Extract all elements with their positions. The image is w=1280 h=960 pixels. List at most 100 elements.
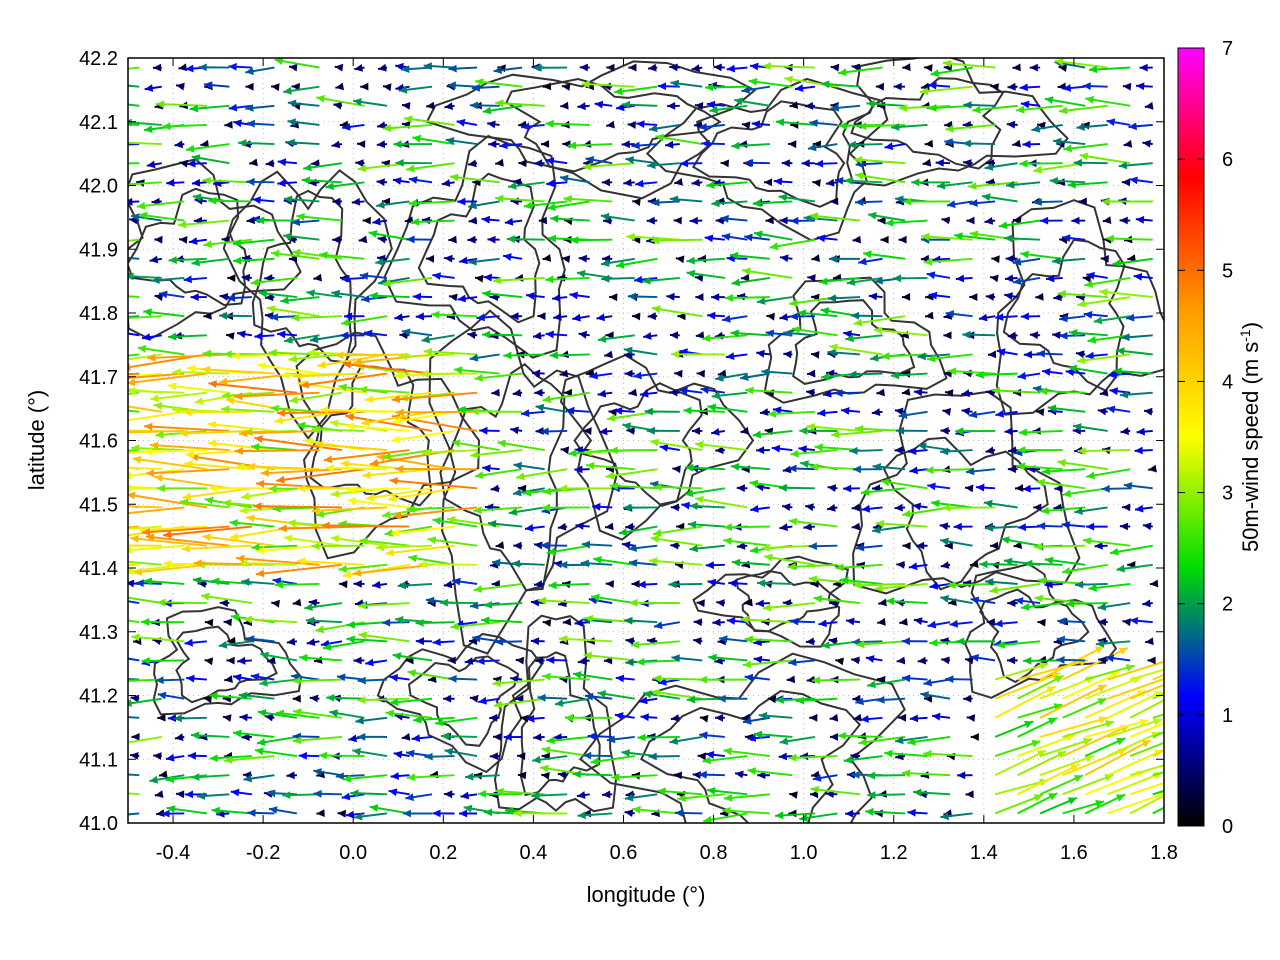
wind-vector-head — [241, 578, 250, 586]
wind-vector-head — [932, 712, 941, 721]
wind-vector-head — [1007, 465, 1016, 474]
wind-vector-head — [711, 428, 720, 436]
wind-vector-head — [919, 87, 929, 96]
wind-vector-head — [1123, 140, 1133, 148]
wind-vector-head — [811, 254, 820, 262]
wind-vector-shaft — [1152, 692, 1164, 700]
wind-vector-head — [513, 488, 522, 497]
wind-vector-head — [535, 403, 545, 412]
wind-vector-head — [264, 274, 273, 282]
wind-vector-head — [784, 75, 793, 84]
wind-vector-head — [963, 159, 972, 167]
wind-vector-head — [383, 83, 392, 92]
wind-vector-head — [163, 560, 172, 568]
wind-vector-shaft — [1017, 763, 1080, 796]
wind-vector-head — [965, 656, 974, 665]
wind-vector-head — [1065, 368, 1075, 377]
wind-vector-head — [377, 235, 387, 244]
wind-vector-head — [704, 234, 714, 243]
wind-vector-head — [476, 657, 485, 665]
wind-vector-head — [651, 198, 660, 207]
wind-vector-head — [197, 580, 206, 588]
wind-vector-head — [957, 771, 966, 780]
wind-vector-head — [580, 559, 589, 568]
wind-vector-head — [1112, 259, 1122, 267]
wind-vector-shaft — [1054, 59, 1108, 69]
wind-vector-head — [154, 235, 163, 244]
wind-vector-head — [877, 675, 886, 684]
wind-vector-head — [564, 713, 573, 722]
wind-vector-head — [535, 656, 544, 665]
wind-vector-head — [856, 640, 865, 649]
wind-vector-head — [584, 614, 593, 623]
wind-vector-head — [363, 329, 373, 338]
wind-vector-head — [520, 714, 529, 723]
wind-vector-head — [609, 482, 618, 490]
wind-vector-head — [267, 656, 276, 665]
wind-vector-head — [779, 737, 789, 746]
wind-vector-head — [755, 599, 764, 608]
wind-vector-head — [652, 674, 662, 683]
contour-line — [428, 309, 619, 655]
wind-vector-head — [584, 692, 594, 701]
wind-vector-head — [798, 445, 807, 454]
wind-vector-shaft — [245, 516, 320, 528]
contour-line — [995, 199, 1164, 416]
wind-vector-head — [894, 446, 903, 454]
wind-vector-head — [283, 232, 292, 241]
wind-vector-head — [778, 193, 788, 202]
wind-vector-shaft — [128, 506, 185, 515]
wind-vector-head — [464, 657, 474, 665]
wind-vector-head — [467, 235, 476, 244]
wind-vector-head — [674, 809, 684, 817]
wind-vector-shaft — [358, 633, 410, 643]
wind-vector-shaft — [357, 602, 410, 607]
wind-vector-head — [984, 217, 994, 225]
wind-vector-shaft — [694, 497, 748, 509]
wind-vector-head — [92, 542, 100, 550]
wind-vector-head — [103, 80, 111, 88]
colorbar-gradient — [1177, 47, 1205, 827]
wind-vector-shaft — [178, 219, 230, 227]
wind-vector-head — [1170, 656, 1179, 663]
wind-vector-head — [1048, 793, 1058, 801]
wind-vector-head — [1067, 180, 1076, 189]
wind-vector-head — [194, 397, 204, 405]
contour-line — [763, 276, 948, 404]
wind-vector-head — [632, 805, 641, 814]
wind-vector-head — [573, 671, 582, 679]
wind-vector-shaft — [1062, 773, 1114, 796]
wind-vector-head — [1014, 597, 1024, 605]
wind-vector-head — [1088, 65, 1098, 74]
wind-vector-shaft — [1129, 699, 1164, 719]
wind-vector-head — [1122, 82, 1132, 91]
wind-vector-head — [345, 422, 354, 431]
wind-vector-head — [810, 790, 819, 799]
wind-vector-head — [392, 177, 402, 185]
wind-vector-shaft — [1107, 690, 1163, 719]
wind-vector-shaft — [1084, 719, 1149, 738]
wind-vector-head — [384, 529, 394, 537]
wind-vector-head — [1033, 165, 1042, 174]
wind-vector-head — [395, 408, 404, 417]
wind-vector-head — [720, 159, 729, 168]
wind-vector-head — [1065, 599, 1074, 608]
wind-vector-head — [818, 619, 827, 628]
wind-vector-head — [513, 541, 522, 550]
wind-vector-head — [647, 161, 656, 170]
wind-vector-head — [154, 474, 163, 482]
wind-vector-head — [288, 355, 297, 363]
wind-vector-head — [559, 369, 569, 378]
wind-vector-shaft — [200, 594, 253, 605]
wind-vector-shaft — [145, 535, 230, 547]
wind-vector-head — [940, 812, 949, 821]
wind-vector-head — [482, 330, 491, 339]
wind-vector-shaft — [128, 678, 162, 682]
wind-vector-head — [1118, 161, 1128, 170]
wind-vector-head — [506, 235, 515, 243]
wind-vector-head — [843, 330, 852, 338]
wind-vector-head — [361, 418, 370, 427]
wind-vector-head — [1128, 122, 1137, 131]
wind-vector-head — [207, 420, 217, 429]
wind-vector-head — [425, 596, 435, 605]
